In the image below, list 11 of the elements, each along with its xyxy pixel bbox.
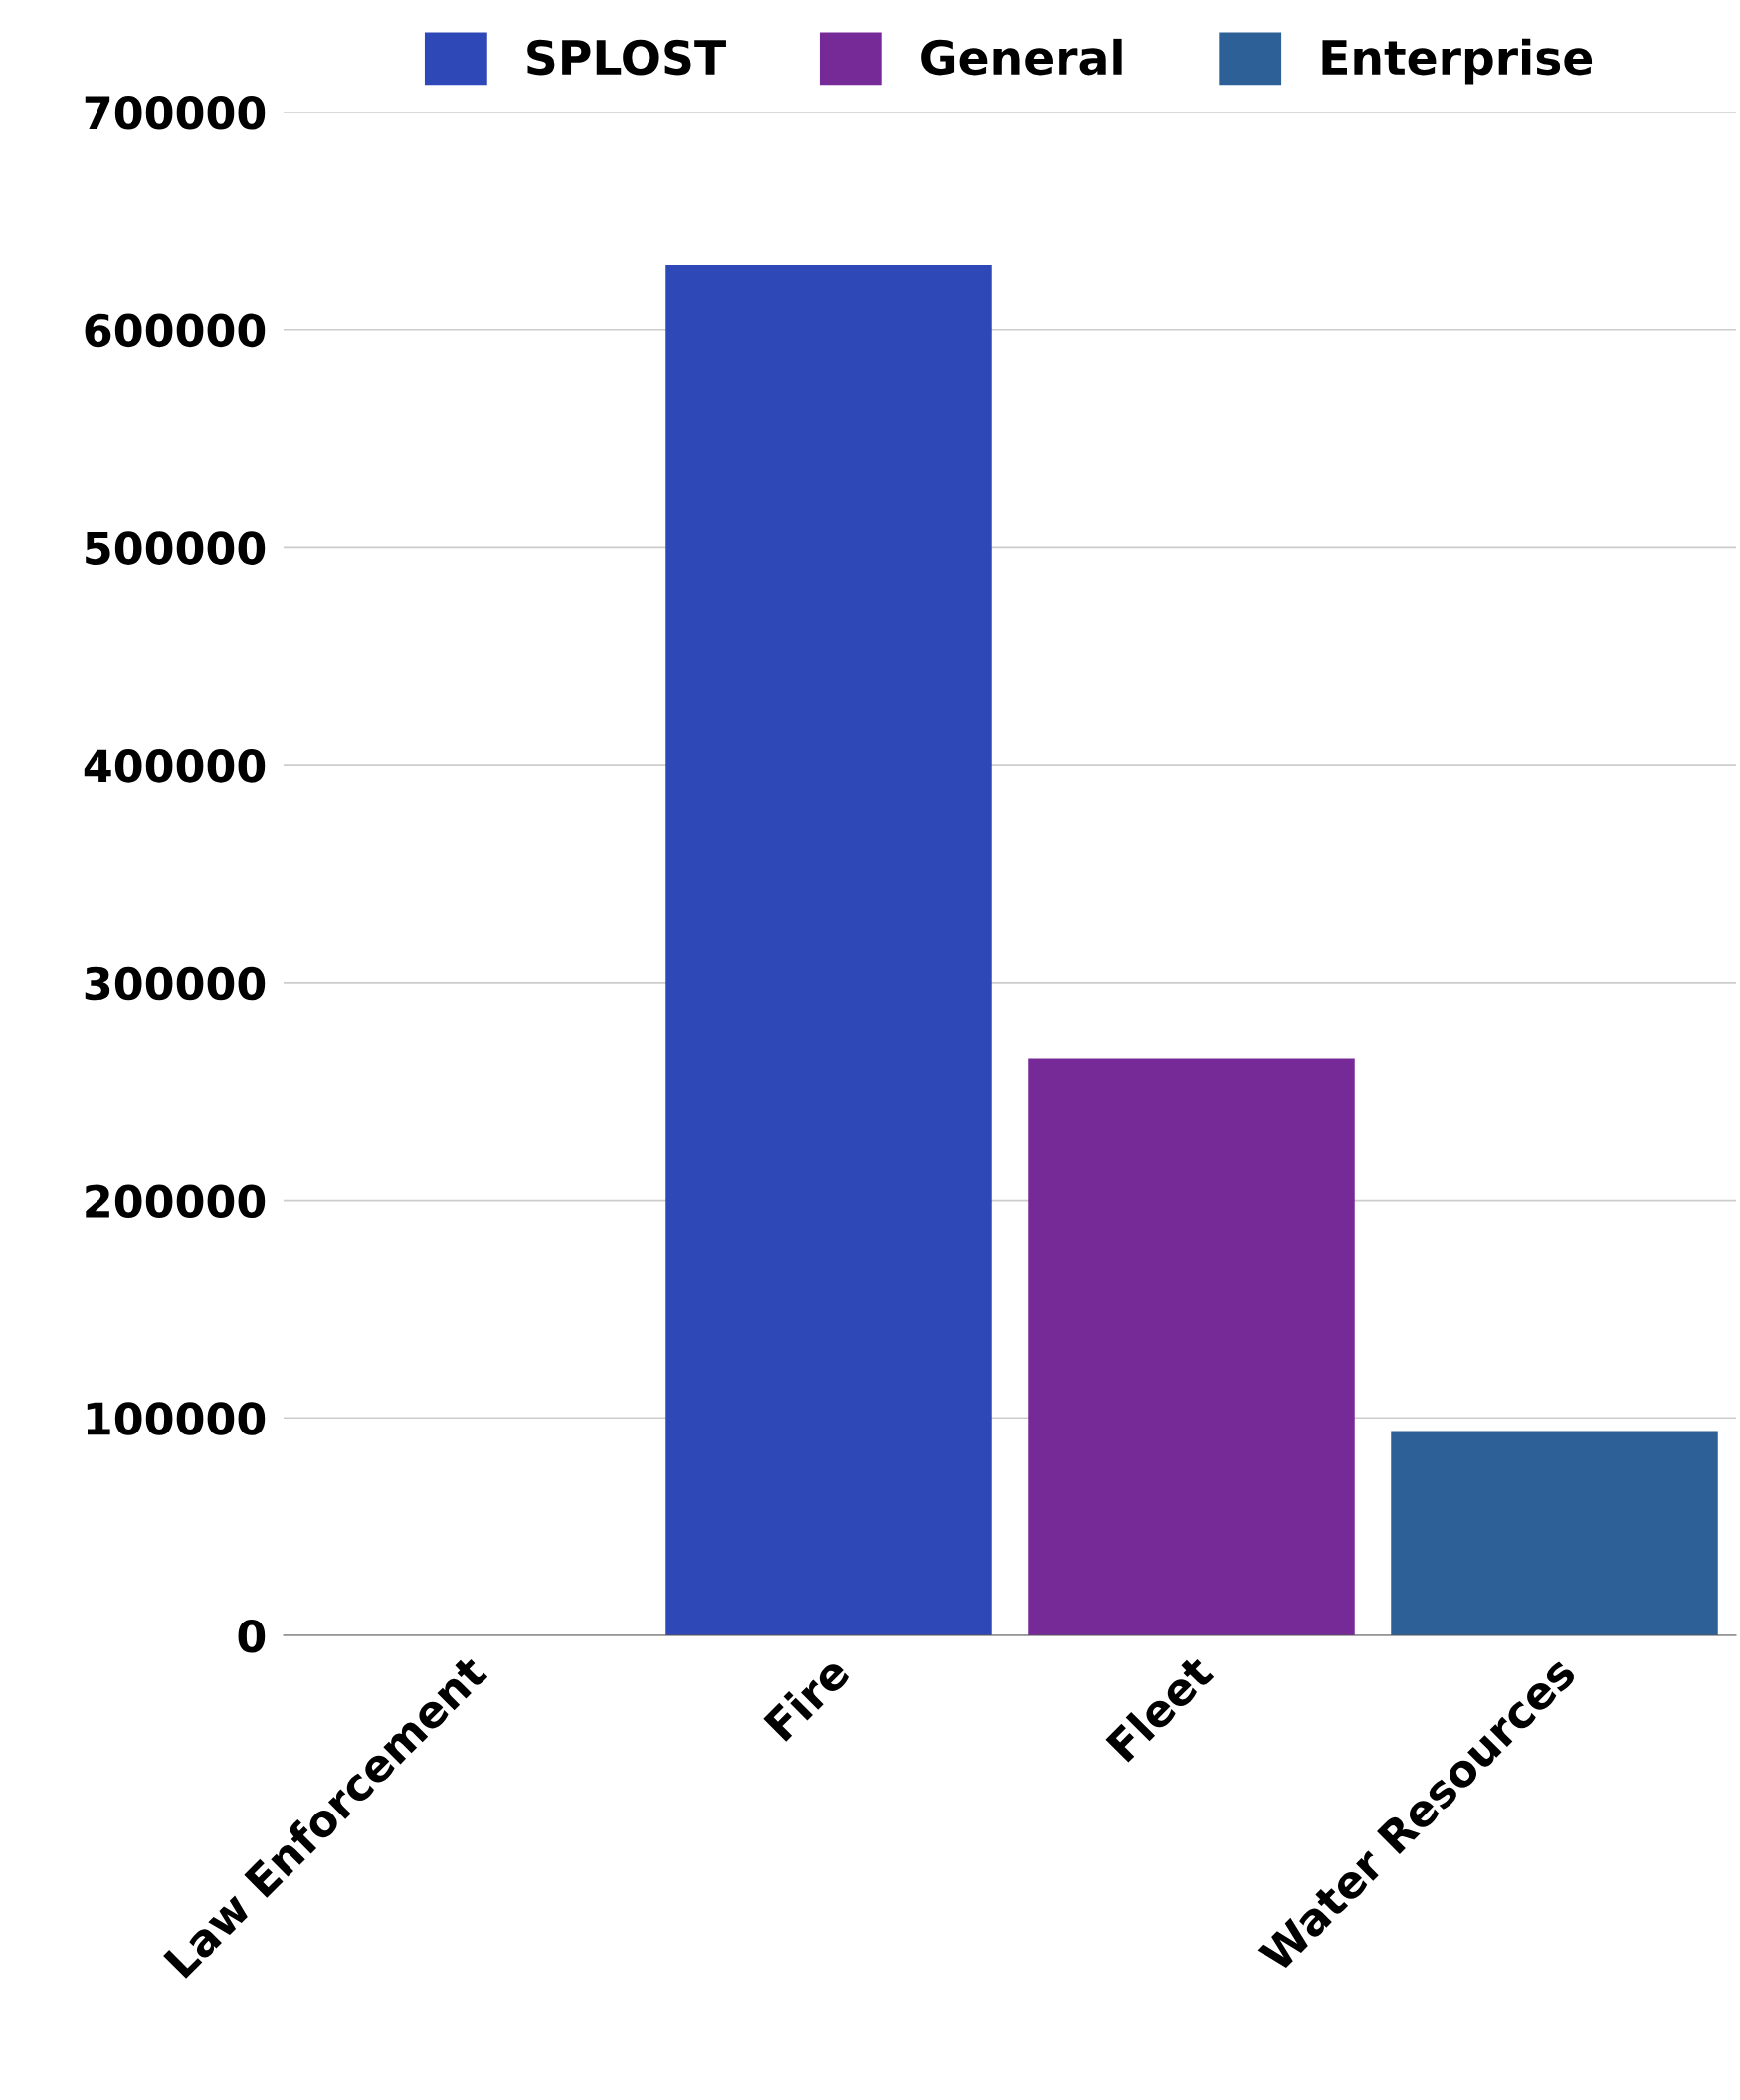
legend-label: SPLOST bbox=[527, 39, 726, 76]
y-tick-label: 200000 bbox=[86, 1184, 266, 1219]
y-tick-label: 600000 bbox=[85, 313, 266, 348]
legend-label: Enterprise bbox=[1322, 38, 1593, 85]
y-tick-label: 100000 bbox=[87, 1402, 266, 1435]
y-tick-label: 0 bbox=[238, 1619, 266, 1653]
y-tick-label: 500000 bbox=[86, 531, 266, 565]
y-tick-label: 300000 bbox=[85, 966, 266, 1001]
legend-label: General bbox=[921, 38, 1122, 76]
y-tick-label: 400000 bbox=[84, 749, 266, 783]
y-tick-label: 700000 bbox=[85, 95, 266, 130]
